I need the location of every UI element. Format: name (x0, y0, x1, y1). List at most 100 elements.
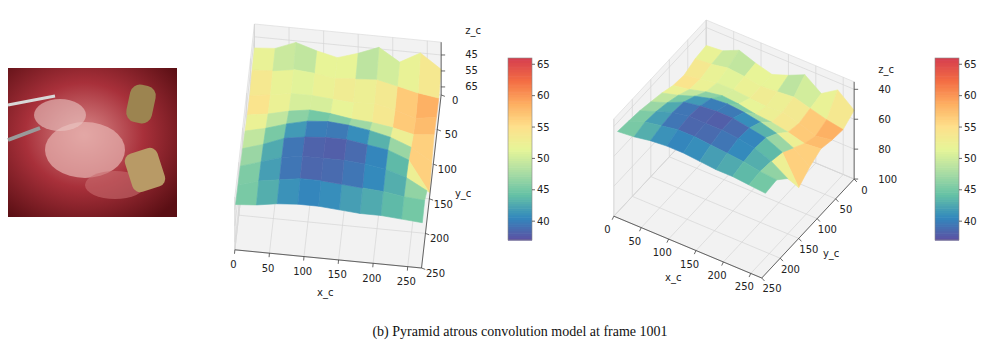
tick (640, 228, 642, 232)
tick-label: 250 (762, 283, 781, 294)
tick-label: 100 (438, 164, 457, 175)
tick-label: 45 (465, 49, 478, 60)
tick (429, 199, 433, 200)
colorbar-label: 65 (964, 59, 977, 70)
tick (762, 278, 765, 281)
tick-label: 150 (799, 244, 818, 255)
surface-cell (333, 78, 356, 102)
axis-title: x_c (665, 272, 681, 284)
surface-cell (335, 53, 358, 79)
figure: 050100150200250x_c050100150200250y_c4555… (0, 0, 989, 346)
colorbar-tick (959, 189, 962, 190)
tissue (34, 99, 86, 131)
axis-line (854, 82, 855, 179)
surface-cell (236, 181, 259, 205)
surface-cell (418, 53, 441, 98)
tick (441, 70, 445, 71)
axis-title: y_c (455, 188, 471, 200)
tick-label: 100 (818, 224, 837, 235)
instrument (8, 96, 55, 105)
tick-label: 200 (781, 264, 800, 275)
tick-label: 200 (707, 270, 726, 281)
surface (618, 45, 855, 193)
surface-cell (397, 53, 420, 93)
colorbar: 404550556065 (508, 58, 550, 241)
colorbar-label: 55 (537, 122, 550, 133)
tick (612, 216, 614, 220)
surface-cell (377, 47, 400, 86)
surface-panel: 050100150200250x_c050100150200250y_c4060… (604, 20, 976, 294)
tick-label: 250 (735, 281, 754, 292)
surface-cell (362, 164, 385, 192)
grid-line (614, 216, 762, 278)
tick (441, 95, 445, 96)
surface-cell (353, 79, 376, 103)
colorbar-tick (532, 221, 535, 222)
x-wall-pane (614, 20, 706, 216)
surface-cell (271, 70, 294, 95)
tick (303, 257, 304, 261)
colorbar-label: 50 (964, 153, 977, 164)
surface-cell (312, 73, 335, 99)
axis-title: z_c (878, 64, 894, 76)
surgical-frame-photo (8, 68, 177, 217)
axis-line (614, 216, 762, 278)
surface-cell (360, 188, 383, 216)
surface-cell (381, 192, 404, 220)
surface-cell (342, 160, 365, 188)
tick (799, 238, 802, 241)
surface-cell (307, 110, 330, 122)
tick-label: 250 (397, 276, 416, 287)
colorbar-tick (959, 127, 962, 128)
tick-label: 150 (680, 259, 699, 270)
surface-cell (326, 122, 349, 140)
panes (614, 20, 854, 278)
tick (441, 54, 445, 55)
colorbar: 404550556065 (935, 58, 977, 241)
colorbar-label: 45 (964, 184, 977, 195)
tick-label: 200 (362, 273, 381, 284)
colorbar-tick (532, 95, 535, 96)
surface-cell (256, 180, 279, 205)
grid-line (632, 99, 633, 196)
surface-cell (279, 156, 302, 180)
colorbar-tick (532, 189, 535, 190)
surface-cell (356, 47, 379, 79)
colorbar-label: 65 (537, 59, 550, 70)
axes: 050100150200250x_c050100150200250y_c4555… (230, 25, 481, 300)
surface (236, 42, 442, 222)
tick (854, 179, 858, 180)
axis-title: z_c (465, 25, 481, 37)
tick-label: 0 (604, 224, 610, 235)
tick (854, 179, 857, 182)
surface-cell (404, 178, 427, 201)
tick (854, 119, 858, 120)
tick-label: 150 (328, 269, 347, 280)
tick-label: 50 (445, 129, 458, 140)
colorbar-label: 60 (964, 90, 977, 101)
tick-label: 100 (653, 247, 672, 258)
surface-cell (323, 138, 346, 161)
surface-cell (749, 172, 777, 194)
colorbar-label: 50 (537, 153, 550, 164)
surface-cell (413, 117, 436, 135)
colorbar-tick (959, 64, 962, 65)
tick (234, 250, 235, 254)
tick-label: 0 (230, 259, 236, 270)
colorbar-label: 40 (964, 216, 977, 227)
grid-line (632, 196, 780, 258)
surface-cell (298, 179, 321, 207)
surface-cell (268, 94, 291, 114)
tick (817, 219, 820, 222)
tick (437, 130, 441, 131)
tick-label: 60 (878, 114, 891, 125)
tick-label: 200 (430, 233, 449, 244)
surface-cell (294, 42, 317, 73)
photo-bg (8, 68, 177, 217)
surface-cell (252, 48, 275, 71)
tick (722, 262, 724, 266)
colorbar-tick (959, 221, 962, 222)
surface-cell (339, 184, 362, 213)
axis-line (762, 179, 854, 278)
instrument (8, 128, 40, 140)
